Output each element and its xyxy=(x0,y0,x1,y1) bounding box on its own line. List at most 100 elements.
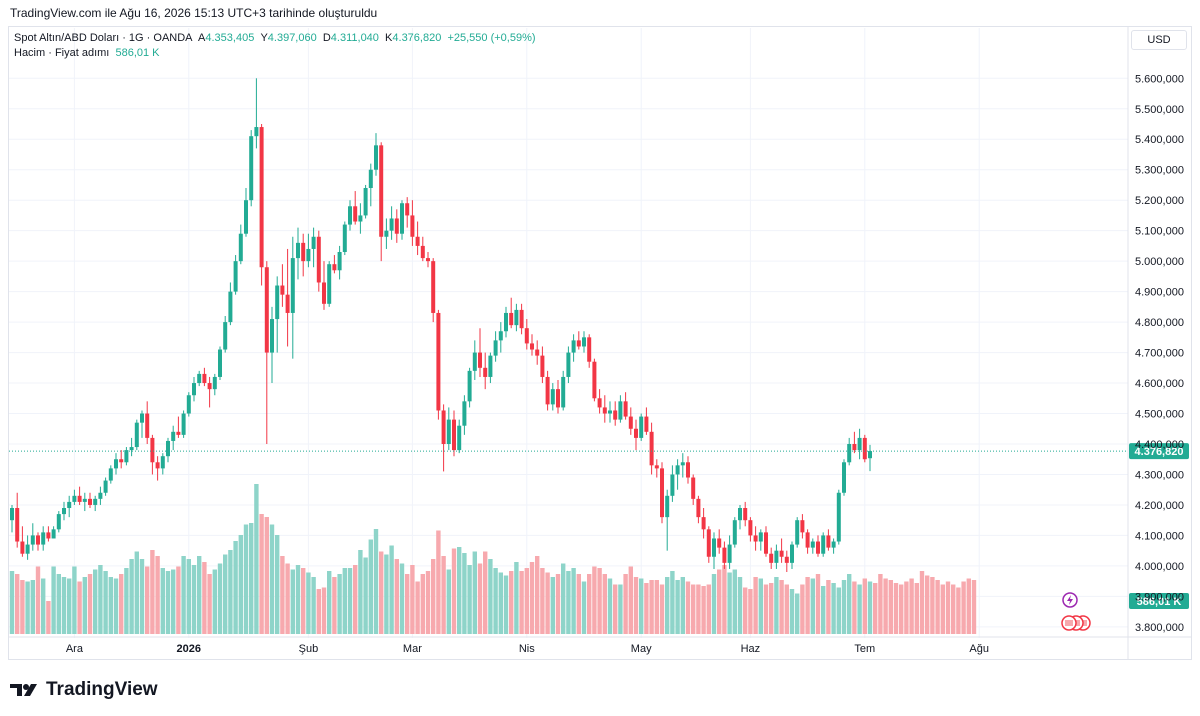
volume-bar xyxy=(862,578,867,634)
candle-body xyxy=(509,312,514,326)
time-tick-label: Şub xyxy=(299,643,319,655)
candle xyxy=(758,529,763,551)
candle-body xyxy=(244,200,248,234)
candle xyxy=(488,352,493,384)
candle xyxy=(259,124,264,286)
volume-bar xyxy=(373,529,379,634)
flag-event-icon xyxy=(1061,615,1077,631)
volume-bar xyxy=(368,539,373,634)
volume-bar xyxy=(483,551,488,634)
candle xyxy=(108,465,113,484)
candle-body xyxy=(290,258,295,313)
time-tick-label: Nis xyxy=(519,643,535,655)
candle xyxy=(556,380,560,414)
candle-body xyxy=(753,535,758,542)
candle xyxy=(753,526,758,551)
candle xyxy=(613,401,618,426)
candle-body xyxy=(134,422,139,448)
candle-body xyxy=(779,550,784,557)
candle-body xyxy=(857,437,862,451)
candle-body xyxy=(20,541,25,554)
volume-bar xyxy=(98,565,103,634)
candle xyxy=(462,395,467,435)
volume-bar xyxy=(103,571,108,634)
volume-bar xyxy=(540,568,545,634)
volume-bar xyxy=(685,581,691,634)
volume-bar xyxy=(384,554,389,634)
candle xyxy=(36,532,40,551)
candle-body xyxy=(62,508,66,515)
candle-body xyxy=(831,541,836,548)
candle-body xyxy=(868,451,872,459)
volume-bar xyxy=(925,575,930,634)
volume-bar xyxy=(909,578,914,634)
volume-bar xyxy=(87,574,93,634)
candle xyxy=(561,370,566,411)
candle xyxy=(311,227,316,268)
candle xyxy=(228,282,233,326)
candle xyxy=(202,367,207,387)
candle-body xyxy=(311,236,316,249)
candle xyxy=(795,517,800,548)
price-tick-label: 4.300,000 xyxy=(1135,469,1184,481)
volume-bar xyxy=(945,581,951,634)
volume-bar xyxy=(795,593,800,634)
volume-bar xyxy=(581,581,587,634)
volume-bar xyxy=(467,565,472,634)
candle xyxy=(280,264,285,307)
symbol-legend[interactable]: Spot Altın/ABD Doları · 1G · OANDA A4.35… xyxy=(14,32,536,44)
volume-bar xyxy=(727,572,732,634)
candle-body xyxy=(316,236,321,283)
candle-body xyxy=(665,495,670,518)
candle-body xyxy=(264,267,269,353)
volume-legend[interactable]: Hacim · Fiyat adımı 586,01 K xyxy=(14,47,160,59)
candle xyxy=(530,334,534,356)
volume-bar xyxy=(446,569,451,634)
candle-body xyxy=(342,224,347,252)
tradingview-logo: TradingView xyxy=(10,679,158,701)
candle xyxy=(368,163,373,207)
candle-body xyxy=(748,520,753,536)
high-value: 4.397,060 xyxy=(267,32,317,44)
volume-bar xyxy=(425,571,431,634)
candle xyxy=(582,331,586,353)
volume-bar xyxy=(342,568,347,634)
candle-body xyxy=(769,553,774,563)
candle-body xyxy=(582,337,586,347)
volume-bar xyxy=(165,571,171,634)
price-tick-label: 3.900,000 xyxy=(1135,591,1184,603)
candle-body xyxy=(228,291,233,323)
volume-bar xyxy=(311,577,316,634)
volume-value: 586,01 K xyxy=(115,47,160,59)
candle xyxy=(30,523,35,551)
candle-body xyxy=(743,508,748,521)
candle-body xyxy=(368,169,373,188)
candle xyxy=(587,334,592,368)
volume-bar xyxy=(509,571,514,634)
volume-bar xyxy=(269,524,275,634)
candle xyxy=(358,203,363,234)
candle-body xyxy=(400,203,404,234)
candle-body xyxy=(810,541,815,548)
volume-bar xyxy=(332,577,337,634)
volume-bar xyxy=(555,574,561,634)
candle xyxy=(176,416,181,438)
volume-bar xyxy=(249,523,254,634)
price-tick-label: 4.100,000 xyxy=(1135,530,1184,542)
candle xyxy=(337,245,342,280)
volume-bar xyxy=(691,584,696,634)
candle xyxy=(441,404,446,472)
candle xyxy=(431,258,436,323)
currency-button[interactable]: USD xyxy=(1131,30,1187,50)
volume-bar xyxy=(129,559,134,634)
candle xyxy=(20,526,25,557)
candle xyxy=(264,261,269,444)
candle-body xyxy=(285,294,290,313)
time-tick-label: Ağu xyxy=(969,643,989,655)
volume-bar xyxy=(774,577,779,634)
volume-bar xyxy=(472,551,477,634)
volume-bar xyxy=(800,584,805,634)
candle-body xyxy=(223,322,228,350)
volume-bar xyxy=(665,577,670,634)
